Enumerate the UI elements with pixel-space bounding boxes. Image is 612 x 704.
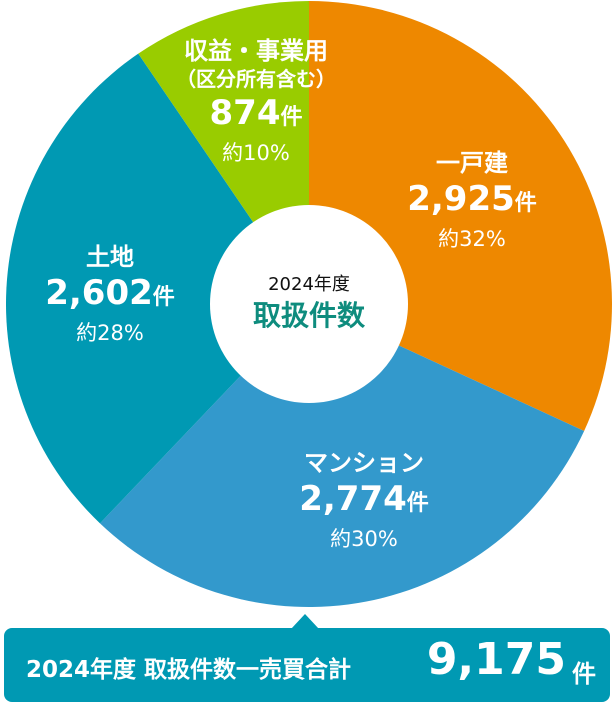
slice-count: 2,602件 [45, 273, 175, 313]
center-year: 2024年度 [268, 274, 350, 295]
slice-percent: 約28% [76, 321, 144, 345]
slice-name: 収益・事業用 [184, 37, 328, 65]
total-banner: 2024年度 取扱件数一売買合計 9,175 件 [4, 628, 610, 702]
slice-name: マンション [304, 449, 424, 477]
center-label: 2024年度 取扱件数 [253, 272, 365, 334]
slice-name: 土地 [86, 243, 134, 271]
total-label: 2024年度 取扱件数一売買合計 [26, 657, 352, 683]
slice-label-mansion: マンション 2,774件 約30% [299, 448, 429, 553]
total-unit: 件 [572, 660, 596, 688]
donut-chart [5, 1, 612, 607]
slice-count: 874件 [209, 93, 303, 133]
pie-slice-1 [99, 304, 585, 607]
pie-slice-2 [5, 53, 310, 524]
slice-note: （区分所有含む） [176, 67, 336, 91]
slice-percent: 約10% [222, 141, 290, 165]
donut-hole [210, 205, 408, 403]
slice-percent: 約32% [438, 227, 506, 251]
slice-name: 一戸建 [436, 149, 508, 177]
total-value: 9,175 [426, 634, 566, 685]
slice-percent: 約30% [330, 527, 398, 551]
center-title: 取扱件数 [252, 299, 366, 332]
slice-label-detached: 一戸建 2,925件 約32% [407, 148, 537, 253]
slice-count: 2,774件 [299, 479, 429, 519]
slice-label-land: 土地 2,602件 約28% [45, 242, 175, 347]
slice-count: 2,925件 [407, 179, 537, 219]
callout-arrow [291, 614, 319, 629]
slice-label-commercial: 収益・事業用 （区分所有含む） 874件 約10% [176, 36, 336, 167]
